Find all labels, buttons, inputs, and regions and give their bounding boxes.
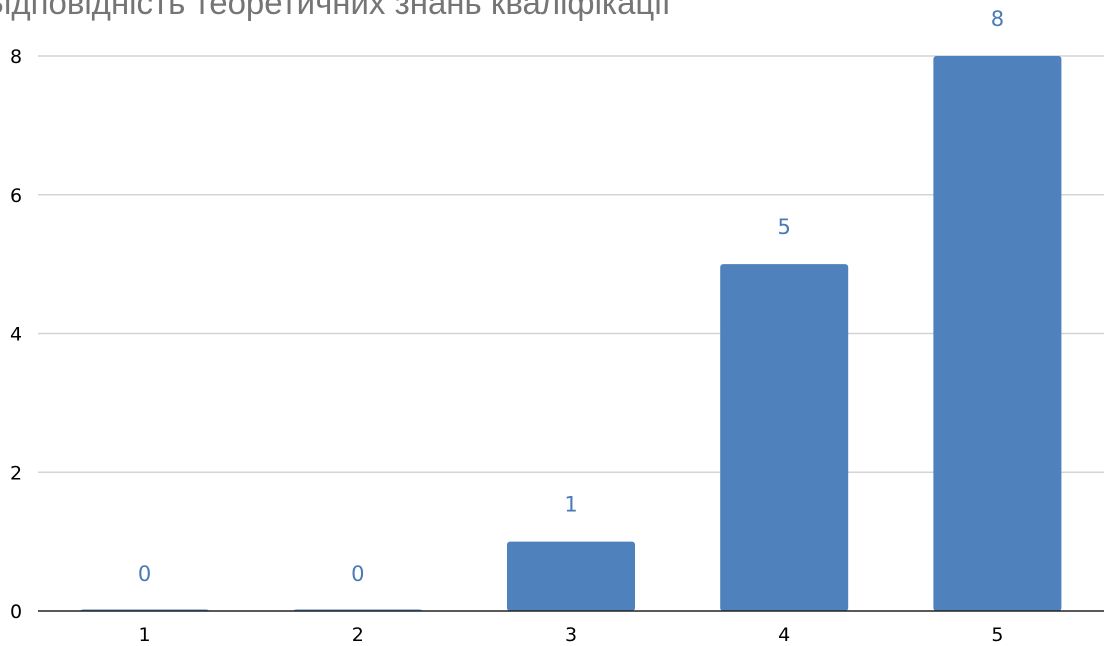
- x-tick-label: 3: [565, 624, 577, 646]
- data-label: 0: [138, 562, 151, 586]
- gridlines: [38, 55, 1104, 473]
- bar: [933, 56, 1062, 611]
- y-tick-label: 8: [10, 46, 22, 68]
- y-tick-label: 6: [10, 185, 22, 207]
- x-tick-label: 2: [352, 624, 364, 646]
- data-label: 1: [564, 493, 577, 517]
- x-tick-label: 1: [139, 624, 151, 646]
- labels: 0 2 4 6 8 0 1 0 2 1 3 5 4 8 5: [10, 7, 1004, 646]
- data-label: 5: [778, 215, 791, 239]
- bar: [507, 541, 635, 611]
- data-label: 8: [991, 7, 1004, 31]
- bar: [720, 264, 849, 611]
- data-label: 0: [351, 562, 364, 586]
- y-tick-label: 0: [10, 601, 22, 623]
- bars: [80, 56, 1062, 611]
- y-tick-label: 4: [10, 324, 22, 346]
- x-tick-label: 5: [991, 624, 1003, 646]
- chart-title: Відповідність теоретичних знань кваліфік…: [0, 0, 671, 21]
- y-tick-label: 2: [10, 462, 22, 484]
- x-tick-label: 4: [778, 624, 790, 646]
